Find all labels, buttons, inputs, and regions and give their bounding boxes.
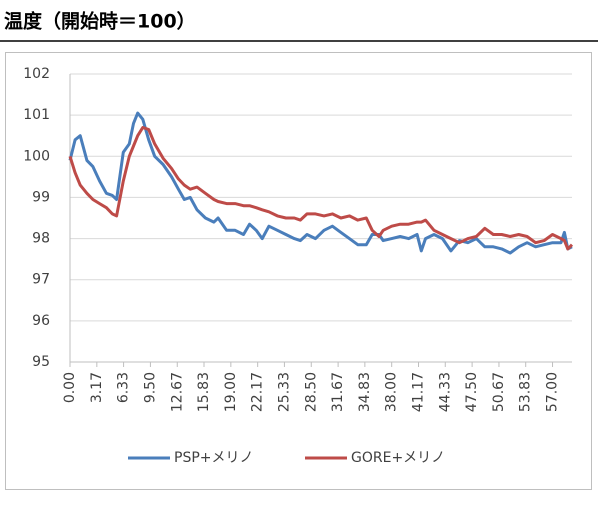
x-tick-label: 50.67: [491, 372, 507, 412]
x-tick-label: 9.50: [142, 372, 158, 403]
y-tick-label: 97: [32, 272, 50, 288]
x-tick-label: 15.83: [196, 372, 212, 412]
x-tick-label: 31.67: [330, 372, 346, 412]
y-tick-label: 101: [23, 107, 50, 123]
x-tick-label: 28.50: [303, 372, 319, 412]
x-tick-label: 0.00: [62, 372, 78, 403]
y-tick-label: 98: [32, 231, 50, 247]
x-tick-label: 57.00: [545, 372, 561, 412]
legend-label: GORE+メリノ: [351, 450, 445, 466]
x-tick-label: 38.00: [384, 372, 400, 412]
x-tick-label: 47.50: [464, 372, 480, 412]
y-tick-label: 100: [23, 148, 50, 164]
y-tick-label: 95: [32, 354, 50, 370]
chart-title: 温度（開始時＝100）: [4, 10, 196, 33]
x-tick-label: 22.17: [250, 372, 266, 412]
y-tick-label: 96: [32, 313, 50, 329]
x-tick-label: 19.00: [223, 372, 239, 412]
x-tick-label: 25.33: [276, 372, 292, 412]
x-tick-label: 41.17: [411, 372, 427, 412]
y-tick-label: 99: [32, 189, 50, 205]
x-tick-label: 53.83: [518, 372, 534, 412]
x-tick-label: 34.83: [357, 372, 373, 412]
x-tick-label: 6.33: [116, 372, 132, 403]
x-tick-label: 44.33: [437, 372, 453, 412]
x-tick-label: 3.17: [89, 372, 105, 403]
series-line: [68, 111, 573, 255]
x-tick-label: 12.67: [169, 372, 185, 412]
series-line: [68, 126, 574, 251]
y-tick-label: 102: [23, 66, 50, 82]
legend-label: PSP+メリノ: [174, 450, 254, 466]
chart-border: [5, 52, 592, 490]
